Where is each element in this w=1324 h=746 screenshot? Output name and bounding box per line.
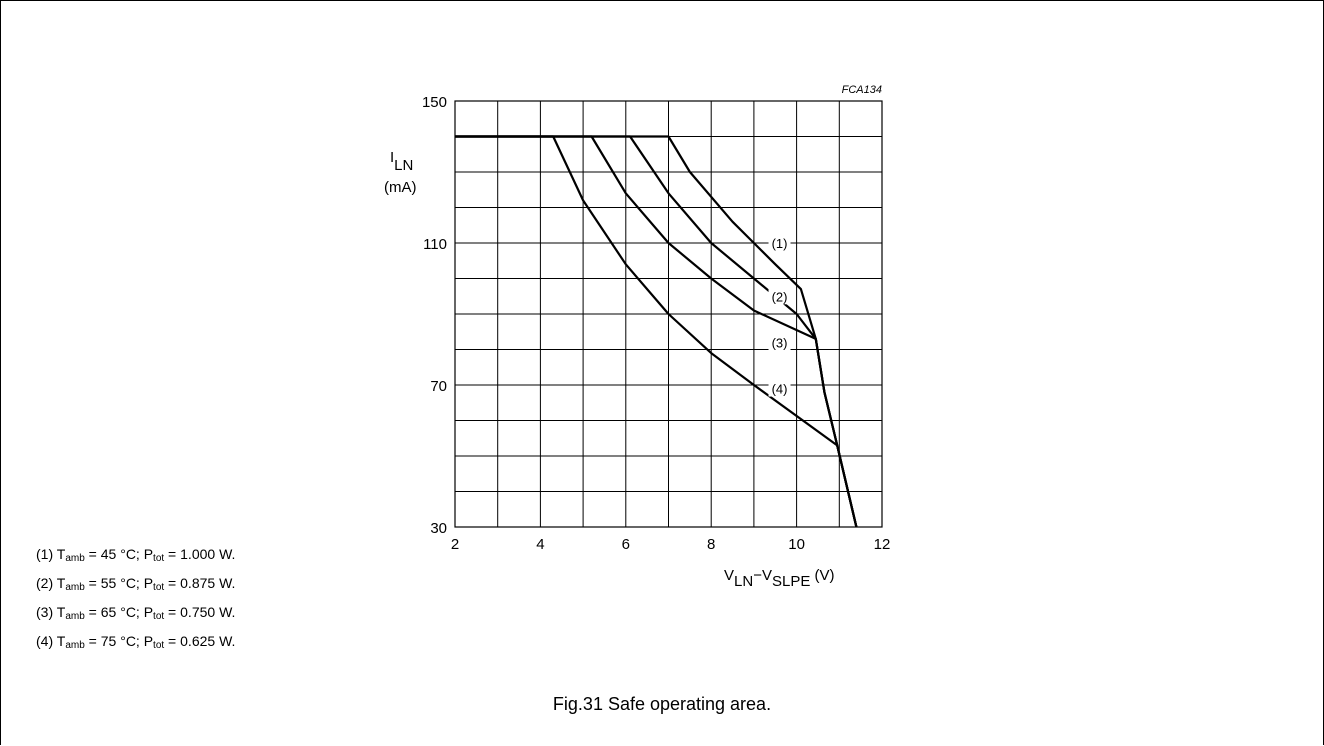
note-2: (2) Tamb = 55 °C; Ptot = 0.875 W. [36,575,236,593]
x-tick-label: 2 [451,536,459,553]
note-1: (1) Tamb = 45 °C; Ptot = 1.000 W. [36,546,236,564]
curve-label-3: (3) [772,335,788,350]
curve-label-1: (1) [772,236,788,251]
figure-code: FCA134 [842,84,882,96]
note-4: (4) Tamb = 75 °C; Ptot = 0.625 W. [36,633,236,651]
curve-label-4: (4) [772,382,788,397]
curve-label-bg [768,334,791,351]
curve-label-bg [768,235,791,251]
chart-ticks: 2 4 6 8 10 12 30 70 110 150 [422,94,890,553]
series-line-4 [455,135,858,528]
curve-label-2: (2) [772,289,788,304]
chart-labels: (1) (2) (3) (4) ILN (mA) VLN−VSLPE (V) FCA134 [384,84,882,590]
x-tick-label: 12 [874,536,891,553]
curve-label-bg [768,288,791,305]
note-3: (3) Tamb = 65 °C; Ptot = 0.750 W. [36,604,236,622]
y-axis-label: ILN [390,149,413,174]
x-tick-label: 4 [536,536,544,553]
y-axis-unit: (mA) [384,179,417,196]
chart-grid [454,100,883,528]
x-tick-label: 6 [622,536,630,553]
y-tick-label: 150 [422,94,447,111]
y-tick-label: 110 [423,236,447,253]
plot-border [454,100,883,528]
figure-caption: Fig.31 Safe operating area. [552,694,772,714]
x-tick-label: 10 [788,536,805,553]
x-axis-label: VLN−VSLPE (V) [724,567,835,590]
y-tick-label: 30 [430,520,447,537]
y-tick-label: 70 [430,378,447,395]
curve-label-bg [768,380,791,397]
x-tick-label: 8 [707,536,715,553]
